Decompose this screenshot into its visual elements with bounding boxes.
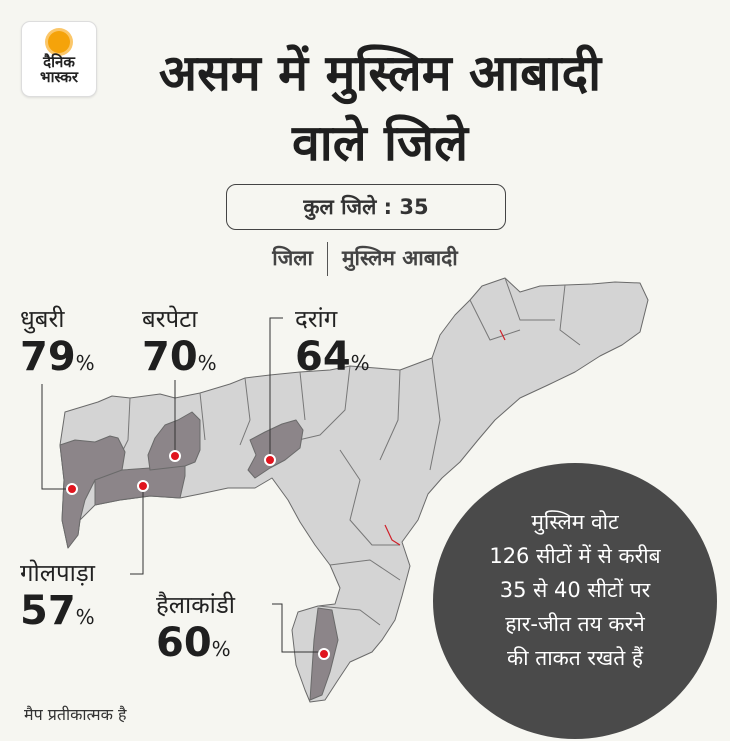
bubble-line: मुस्लिम वोट — [531, 510, 619, 534]
percent-value: 79 — [20, 334, 76, 380]
district-percent: 70% — [142, 335, 217, 385]
district-name: हैलाकांडी — [156, 591, 235, 619]
district-darrang — [247, 419, 304, 479]
marker-barpeta — [169, 450, 181, 462]
district-percent: 57% — [20, 589, 95, 639]
district-barpeta — [147, 411, 201, 471]
district-percent: 79% — [20, 335, 95, 385]
assam-outline — [59, 277, 649, 703]
legend: जिला मुस्लिम आबादी — [200, 242, 530, 276]
percent-value: 60 — [156, 620, 212, 666]
marker-dhubri — [66, 483, 78, 495]
percent-unit: % — [75, 605, 95, 629]
page-title: असम में मुस्लिम आबादी वाले जिले — [158, 44, 602, 172]
marker-darrang — [264, 454, 276, 466]
district-percent: 60% — [156, 621, 235, 671]
bubble-text: मुस्लिम वोट 126 सीटों में से करीब 35 से … — [433, 463, 717, 675]
logo-text-line1: दैनिक — [43, 53, 75, 71]
logo-text-line2: भास्कर — [40, 68, 78, 86]
legend-population: मुस्लिम आबादी — [341, 246, 458, 270]
label-dhubri: धुबरी 79% — [20, 302, 95, 385]
bubble-line: 126 सीटों में से करीब — [489, 544, 661, 568]
bubble-line: की ताकत रखते हैं — [507, 646, 643, 670]
legend-divider — [326, 242, 328, 276]
bubble-line: 35 से 40 सीटों पर — [499, 578, 651, 602]
district-name: दरांग — [295, 305, 338, 333]
percent-unit: % — [350, 351, 370, 375]
label-goalpara: गोलपाड़ा 57% — [20, 556, 95, 639]
total-districts-badge: कुल जिले : 35 — [226, 184, 506, 230]
district-percent: 64% — [295, 335, 370, 385]
percent-value: 70 — [142, 334, 198, 380]
percent-unit: % — [211, 637, 231, 661]
percent-value: 57 — [20, 588, 76, 634]
percent-unit: % — [197, 351, 217, 375]
percent-value: 64 — [295, 334, 351, 380]
marker-hailakandi — [318, 648, 330, 660]
label-barpeta: बरपेटा 70% — [142, 302, 217, 385]
dainik-bhaskar-logo: दैनिक भास्कर — [21, 21, 97, 97]
label-darrang: दरांग 64% — [295, 302, 370, 385]
marker-goalpara — [137, 480, 149, 492]
district-name: गोलपाड़ा — [20, 559, 95, 587]
legend-district: जिला — [272, 246, 313, 270]
label-hailakandi: हैलाकांडी 60% — [156, 588, 235, 671]
map-disclaimer: मैप प्रतीकात्मक है — [24, 705, 127, 724]
info-bubble: मुस्लिम वोट 126 सीटों में से करीब 35 से … — [433, 463, 717, 739]
sun-icon — [48, 31, 70, 53]
district-name: धुबरी — [20, 305, 65, 333]
percent-unit: % — [75, 351, 95, 375]
district-name: बरपेटा — [142, 305, 198, 333]
bubble-line: हार-जीत तय करने — [505, 612, 645, 636]
